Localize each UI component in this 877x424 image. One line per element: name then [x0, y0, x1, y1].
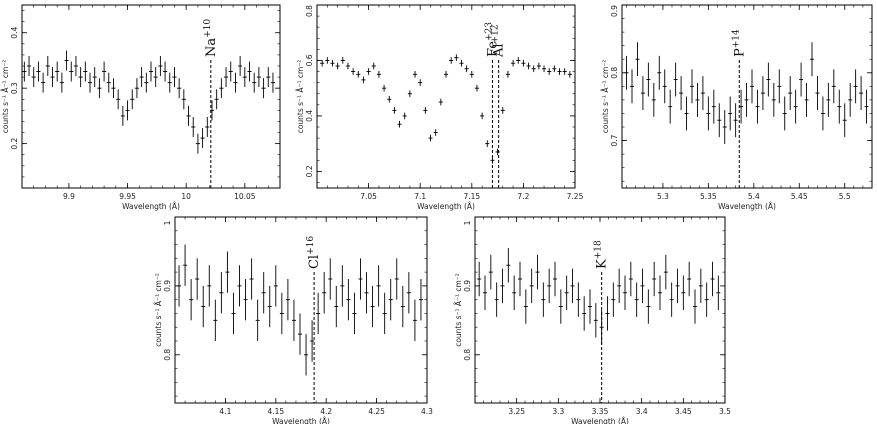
x-tick-label: 3.35 — [592, 407, 609, 416]
y-tick-label: 0.6 — [305, 54, 314, 66]
x-tick-label: 7.25 — [567, 192, 584, 201]
ion-element: Fe — [485, 41, 500, 57]
y-tick-label: 0.8 — [463, 349, 472, 361]
y-axis-label: counts s⁻¹ Å⁻¹ cm⁻² — [154, 273, 163, 347]
x-tick-label: 4.2 — [320, 407, 332, 416]
ion-element: Cl — [307, 255, 322, 269]
x-axis-label: Wavelength (Å) — [122, 202, 180, 211]
x-tick-label: 4.25 — [368, 407, 385, 416]
ion-element: Na — [204, 38, 219, 57]
ion-element: P — [732, 48, 747, 57]
y-tick-label: 0.3 — [10, 82, 19, 94]
x-tick-label: 7.15 — [463, 192, 480, 201]
ion-charge: +23 — [484, 22, 494, 41]
x-tick-label: 7.1 — [414, 192, 426, 201]
x-tick-label: 4.1 — [219, 407, 231, 416]
y-tick-label: 0.2 — [305, 165, 314, 177]
panel-k: 3.25 3.3 3.35 3.4 3.45 3.5 0.8 0.9 1 Wavelength (… — [454, 216, 731, 424]
x-tick-label: 5.5 — [839, 192, 851, 201]
ion-label: Na+10 — [203, 19, 219, 57]
x-tick-label: 5.4 — [748, 192, 760, 201]
x-tick-label: 3.45 — [675, 407, 692, 416]
y-tick-label: 1 — [163, 220, 172, 225]
x-tick-label: 3.4 — [636, 407, 648, 416]
ion-element: K — [595, 259, 610, 269]
y-axis-label: counts s⁻¹ Å⁻¹ cm⁻² — [601, 60, 610, 134]
ion-charge: +16 — [306, 236, 316, 255]
plot-frame — [174, 216, 428, 404]
panel-na: 9.9 9.95 10 10.05 0.2 0.3 0.4 Wavelength (Å) cou… — [1, 4, 281, 211]
y-tick-label: 0.8 — [163, 349, 172, 361]
y-tick-label: 0.7 — [610, 134, 619, 146]
x-tick-label: 10.05 — [234, 192, 256, 201]
ion-element: Al — [492, 43, 507, 58]
y-tick-label: 0.8 — [305, 5, 314, 17]
plot-frame — [621, 4, 873, 189]
y-tick-label: 0.4 — [10, 27, 19, 39]
x-axis-label: Wavelength (Å) — [417, 202, 475, 211]
ion-charge: +14 — [731, 29, 741, 48]
x-tick-label: 7.2 — [517, 192, 529, 201]
x-tick-label: 3.3 — [552, 407, 564, 416]
ion-label: Fe+23 — [484, 22, 500, 57]
x-tick-label: 4.15 — [267, 407, 284, 416]
ion-charge: +12 — [491, 24, 501, 43]
ion-charge: +18 — [594, 240, 604, 259]
y-tick-label: 0.9 — [463, 280, 472, 292]
x-tick-label: 3.5 — [719, 407, 731, 416]
x-tick-label: 9.9 — [63, 192, 75, 201]
x-tick-label: 10 — [181, 192, 191, 201]
y-tick-label: 0.9 — [163, 280, 172, 292]
plot-frame — [21, 4, 281, 189]
x-tick-label: 5.45 — [791, 192, 808, 201]
y-axis-label: counts s⁻¹ Å⁻¹ cm⁻² — [296, 60, 305, 134]
ion-charge: +10 — [203, 19, 213, 38]
x-axis-label: Wavelength (Å) — [272, 417, 330, 424]
ion-label: P+14 — [731, 29, 747, 57]
x-tick-label: 9.95 — [119, 192, 136, 201]
y-tick-label: 0.4 — [305, 110, 314, 122]
panel-p: 5.3 5.35 5.4 5.45 5.5 0.7 0.8 0.9 Wavelength (Å)… — [601, 4, 873, 211]
y-tick-label: 0.2 — [10, 137, 19, 149]
ion-label: K+18 — [594, 240, 610, 269]
x-tick-label: 5.35 — [700, 192, 717, 201]
y-axis-label: counts s⁻¹ Å⁻¹ cm⁻² — [454, 273, 463, 347]
y-tick-label: 0.8 — [610, 67, 619, 79]
ion-label: Al+12 — [491, 24, 507, 58]
x-tick-label: 5.3 — [657, 192, 669, 201]
y-axis-label: counts s⁻¹ Å⁻¹ cm⁻² — [1, 60, 10, 134]
x-tick-label: 7.05 — [360, 192, 377, 201]
y-tick-label: 1 — [463, 220, 472, 225]
panel-fe-al: 7.05 7.1 7.15 7.2 7.25 0.2 0.4 0.6 0.8 Wavelength… — [296, 4, 584, 211]
ion-label: Cl+16 — [306, 236, 322, 269]
y-tick-label: 0.9 — [610, 5, 619, 17]
x-axis-label: Wavelength (Å) — [571, 417, 629, 424]
panel-cl: 4.1 4.15 4.2 4.25 4.3 0.8 0.9 1 Wavelength (Å) co… — [154, 216, 433, 424]
plot-frame — [316, 4, 576, 189]
x-axis-label: Wavelength (Å) — [718, 202, 776, 211]
x-tick-label: 3.25 — [508, 407, 525, 416]
x-tick-label: 4.3 — [421, 407, 433, 416]
